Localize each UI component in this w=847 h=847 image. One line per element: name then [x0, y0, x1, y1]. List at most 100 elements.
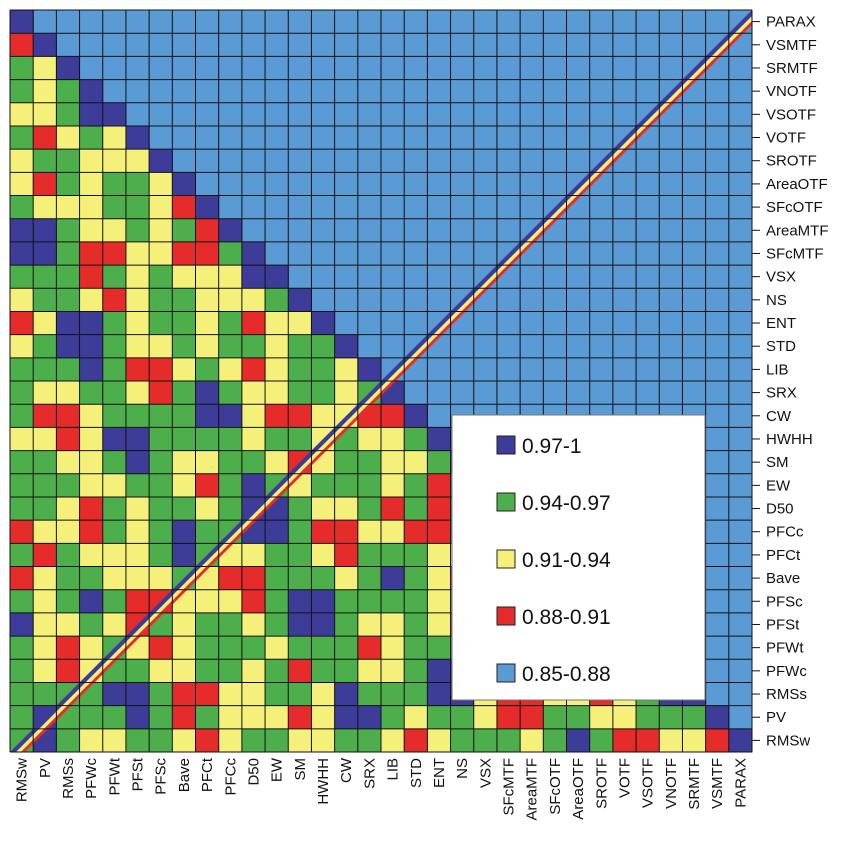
heatmap-cell [195, 288, 220, 312]
heatmap-cell [33, 473, 57, 498]
heatmap-cell [172, 241, 196, 266]
heatmap-cell [79, 265, 104, 289]
heatmap-cell [172, 705, 196, 730]
heatmap-cell [79, 612, 104, 637]
heatmap-cell [311, 473, 336, 498]
heatmap-cell [102, 125, 127, 150]
heatmap-cell [311, 357, 336, 382]
heatmap-cell [195, 682, 220, 707]
y-tick-label: PFCc [766, 524, 804, 541]
heatmap-cell [381, 543, 405, 567]
heatmap-cell [427, 682, 452, 707]
heatmap-cell [357, 450, 382, 475]
heatmap-cell [10, 125, 34, 150]
x-tick-label: PFCt [199, 757, 216, 792]
heatmap-cell [311, 636, 336, 660]
heatmap-cell [404, 705, 428, 730]
heatmap-cell [288, 311, 312, 336]
heatmap-cell [33, 543, 57, 567]
heatmap-cell [149, 195, 173, 220]
heatmap-cell [381, 496, 405, 521]
heatmap-cell [218, 357, 243, 382]
heatmap-cell [172, 357, 196, 382]
heatmap-cell [241, 427, 266, 452]
y-tick-label: SFcOTF [766, 199, 823, 216]
heatmap-cell [404, 636, 428, 660]
heatmap-cell [357, 705, 382, 730]
heatmap-cell [102, 381, 127, 405]
y-tick-label: SRX [766, 385, 797, 402]
heatmap-cell [33, 496, 57, 521]
y-tick-label: EW [766, 477, 791, 494]
heatmap-cell [427, 496, 452, 521]
heatmap-cell [427, 659, 452, 683]
heatmap-cell [33, 589, 57, 614]
heatmap-cell [149, 496, 173, 521]
heatmap-cell [125, 728, 150, 753]
heatmap-cell [357, 636, 382, 660]
heatmap-cell [10, 520, 34, 544]
heatmap-cell [288, 543, 312, 567]
heatmap-cell [56, 334, 81, 359]
heatmap-cell [149, 682, 173, 707]
y-tick-label: ENT [766, 315, 796, 332]
heatmap-cell [10, 496, 34, 521]
heatmap-cell [357, 473, 382, 498]
heatmap-cell [10, 427, 34, 452]
heatmap-cell [125, 566, 150, 591]
heatmap-cell [195, 195, 220, 220]
heatmap-cell [102, 334, 127, 359]
heatmap-cell [265, 659, 289, 683]
heatmap-cell [427, 728, 452, 753]
heatmap-cell [241, 357, 266, 382]
heatmap-cell [381, 566, 405, 591]
heatmap-cell [195, 218, 220, 243]
heatmap-cell [404, 659, 428, 683]
heatmap-cell [79, 125, 104, 150]
heatmap-cell [218, 334, 243, 359]
x-tick-label: PFWc [83, 758, 100, 799]
y-tick-label: STD [766, 338, 796, 355]
heatmap-cell [56, 381, 81, 405]
legend-swatch [496, 663, 516, 683]
heatmap-cell [195, 357, 220, 382]
y-tick-label: VNOTF [766, 83, 817, 100]
heatmap-cell [334, 589, 359, 614]
heatmap-cell [218, 218, 243, 243]
heatmap-cell [56, 728, 81, 753]
legend-label: 0.97-1 [522, 435, 582, 458]
heatmap-cell [381, 728, 405, 753]
heatmap-cell [288, 728, 312, 753]
heatmap-cell [404, 404, 428, 428]
heatmap-cell [125, 473, 150, 498]
heatmap-cell [125, 357, 150, 382]
heatmap-cell [265, 450, 289, 475]
heatmap-cell [218, 404, 243, 428]
x-tick-label: PFSt [130, 757, 147, 791]
heatmap-cell [10, 612, 34, 637]
heatmap-cell [102, 543, 127, 567]
heatmap-cell [241, 636, 266, 660]
heatmap-cell [10, 404, 34, 428]
heatmap-cell [659, 705, 683, 730]
heatmap-cell [102, 473, 127, 498]
heatmap-cell [56, 56, 81, 81]
x-tick-label: EW [269, 757, 286, 782]
heatmap-cell [357, 612, 382, 637]
heatmap-cell [381, 473, 405, 498]
heatmap-cell [102, 728, 127, 753]
heatmap-cell [288, 334, 312, 359]
heatmap-cell [102, 311, 127, 336]
heatmap-cell [334, 334, 359, 359]
y-tick-label: PFSt [766, 616, 800, 633]
heatmap-cell [427, 473, 452, 498]
heatmap-cell [265, 543, 289, 567]
heatmap-cell [265, 311, 289, 336]
heatmap-cell [10, 334, 34, 359]
heatmap-cell [589, 705, 614, 730]
heatmap-cell [195, 612, 220, 637]
heatmap-cell [33, 288, 57, 312]
heatmap-cell [56, 218, 81, 243]
heatmap-cell [357, 427, 382, 452]
heatmap-cell [241, 473, 266, 498]
